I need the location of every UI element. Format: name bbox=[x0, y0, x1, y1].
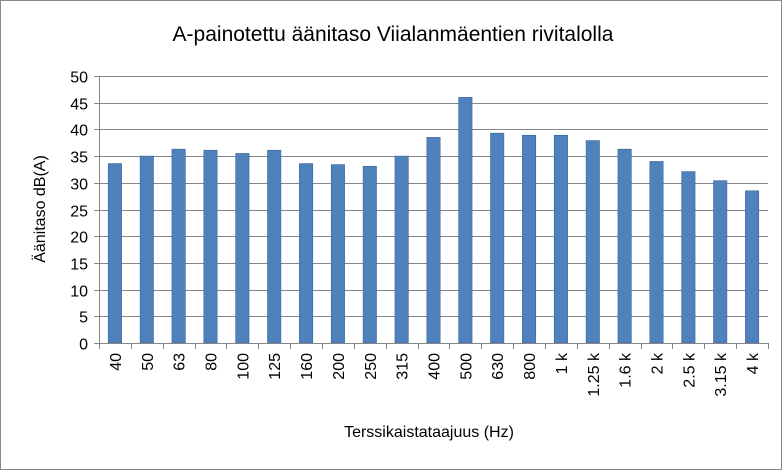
bar bbox=[235, 153, 250, 344]
x-tick-label: 4 k bbox=[745, 352, 762, 374]
x-tick-label: 2 k bbox=[650, 352, 667, 374]
x-tick-label: 3.15 k bbox=[713, 352, 730, 397]
bar bbox=[299, 163, 314, 344]
y-tick-label: 30 bbox=[70, 177, 88, 194]
bar bbox=[107, 163, 122, 344]
y-tick-label: 35 bbox=[70, 150, 88, 167]
x-tick-labels: 40 50 63 80 100 125 160 200 250 315 400 500 630 800 1 … bbox=[108, 352, 762, 397]
x-tick-label: 400 bbox=[427, 353, 444, 380]
chart-title: A-painotettu äänitaso Viialanmäentien ri… bbox=[173, 23, 614, 46]
x-tick-label: 1.25 k bbox=[586, 352, 603, 397]
x-tick-label: 250 bbox=[363, 353, 380, 380]
bar bbox=[458, 97, 473, 344]
bar bbox=[203, 149, 218, 344]
bar bbox=[553, 134, 568, 344]
bar bbox=[649, 161, 664, 344]
y-tick-label: 5 bbox=[79, 310, 88, 327]
bar bbox=[713, 180, 728, 344]
bar bbox=[585, 140, 600, 344]
x-tick-label: 80 bbox=[204, 353, 221, 371]
y-tick-label: 25 bbox=[70, 204, 88, 221]
bar bbox=[267, 149, 282, 344]
x-tick-label: 630 bbox=[490, 353, 507, 380]
bar bbox=[139, 155, 154, 344]
x-tick-label: 125 bbox=[267, 353, 284, 380]
bar bbox=[522, 134, 537, 344]
y-tick-label: 10 bbox=[70, 284, 88, 301]
x-tick-label: 1 k bbox=[554, 352, 571, 374]
y-tick-label: 0 bbox=[79, 337, 88, 354]
x-tick-label: 500 bbox=[458, 353, 475, 380]
x-tick-label: 315 bbox=[395, 353, 412, 380]
y-tick-label: 20 bbox=[70, 230, 88, 247]
y-axis-title: Äänitaso dB(A) bbox=[31, 155, 49, 263]
y-tick-labels: 0 5 10 15 20 25 30 35 40 45 50 bbox=[70, 70, 88, 354]
bar bbox=[330, 164, 345, 344]
x-tick-label: 63 bbox=[172, 353, 189, 371]
x-tick-label: 50 bbox=[140, 353, 157, 371]
bar bbox=[426, 137, 441, 344]
x-tick-label: 160 bbox=[299, 353, 316, 380]
bar bbox=[171, 148, 186, 344]
axes bbox=[99, 76, 769, 349]
bars bbox=[107, 97, 760, 344]
bar bbox=[490, 132, 505, 344]
y-tick-label: 15 bbox=[70, 257, 88, 274]
x-tick-label: 100 bbox=[235, 353, 252, 380]
x-tick-label: 200 bbox=[331, 353, 348, 380]
bar bbox=[617, 148, 632, 344]
x-tick-label: 1.6 k bbox=[618, 352, 635, 388]
bar bbox=[362, 165, 377, 344]
y-tick-label: 40 bbox=[70, 123, 88, 140]
bar bbox=[681, 171, 696, 344]
x-tick-label: 40 bbox=[108, 353, 125, 371]
x-axis-title: Terssikaistataajuus (Hz) bbox=[344, 424, 514, 441]
x-tick-label: 800 bbox=[522, 353, 539, 380]
y-tick-label: 50 bbox=[70, 70, 88, 87]
bar bbox=[745, 190, 760, 344]
y-tick-label: 45 bbox=[70, 97, 88, 114]
bar bbox=[394, 155, 409, 344]
x-tick-label: 2.5 k bbox=[681, 352, 698, 388]
